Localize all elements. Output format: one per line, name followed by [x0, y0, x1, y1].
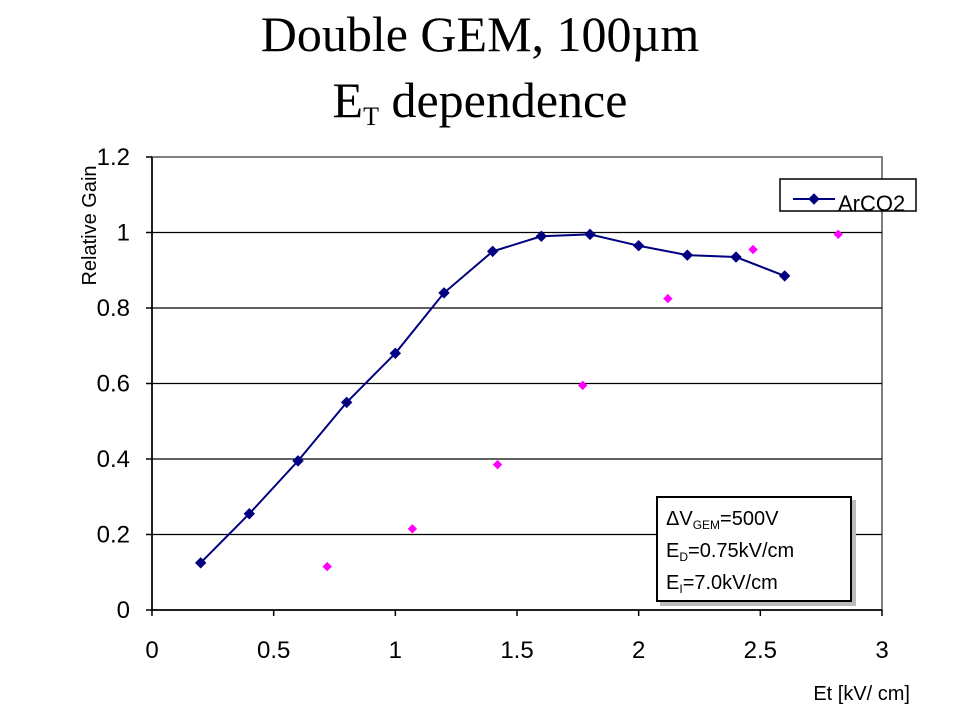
- legend-box: [779, 178, 917, 212]
- chart-title-e: E: [332, 72, 364, 128]
- annotation-line-3: EI=7.0kV/cm: [666, 572, 778, 596]
- y-tick-label-1: 0.2: [97, 522, 130, 549]
- chart-title-text: Double GEM, 100µm: [260, 6, 700, 62]
- annotation-line-1: ΔVGEM=500V: [666, 508, 779, 532]
- x-tick-label-6: 3: [875, 637, 888, 664]
- series-0-point-3: [340, 396, 353, 409]
- series-0-point-0: [194, 557, 207, 569]
- series-1-point-3: [577, 380, 588, 391]
- x-tick-label-2: 1: [389, 637, 402, 664]
- series-1-point-2: [492, 459, 503, 470]
- chart-title-rest: dependence: [378, 72, 628, 128]
- chart-title-line-2: ET dependence: [0, 72, 960, 145]
- series-0-point-8: [584, 228, 596, 241]
- x-tick-label-4: 2: [632, 637, 645, 664]
- chart-title-subscript: T: [363, 102, 379, 131]
- x-tick-label-1: 0.5: [257, 637, 290, 664]
- y-tick-label-5: 1: [117, 220, 130, 247]
- y-tick-label-0: 0: [117, 597, 130, 624]
- series-0-point-11: [730, 251, 742, 263]
- y-tick-label-3: 0.6: [97, 371, 130, 398]
- series-1-point-1: [407, 524, 418, 534]
- series-0-point-1: [243, 508, 256, 520]
- x-tick-label-5: 2.5: [744, 637, 777, 664]
- series-1-point-6: [833, 229, 843, 240]
- series-1-point-5: [748, 244, 758, 255]
- y-tick-label-4: 0.8: [97, 295, 130, 322]
- annotation-line-2: ED=0.75kV/cm: [666, 540, 795, 564]
- conditions-annotation: ΔVGEM=500V ED=0.75kV/cm EI=7.0kV/cm: [656, 496, 852, 602]
- series-0-point-4: [389, 347, 402, 360]
- y-tick-label-2: 0.4: [97, 446, 130, 473]
- legend-label: ArCO2: [838, 191, 905, 216]
- series-1-point-0: [322, 561, 332, 572]
- y-tick-label-6: 1.2: [97, 144, 130, 171]
- series-0-point-10: [681, 249, 694, 261]
- x-tick-label-0: 0: [145, 637, 158, 664]
- x-tick-label-3: 1.5: [500, 637, 533, 664]
- series-0-point-2: [292, 455, 304, 467]
- series-0-point-5: [438, 287, 450, 299]
- series-0-point-9: [632, 240, 645, 252]
- series-0-point-12: [778, 270, 791, 282]
- y-axis-title: Relative Gain: [79, 165, 101, 285]
- chart-title-line-1: Double GEM, 100µm: [0, 6, 960, 62]
- x-axis-title: Et [kV/ cm]: [813, 683, 910, 705]
- series-0-point-7: [535, 230, 548, 242]
- legend-marker-icon: [808, 193, 820, 205]
- series-0-point-6: [486, 245, 499, 258]
- series-1-point-4: [663, 293, 673, 304]
